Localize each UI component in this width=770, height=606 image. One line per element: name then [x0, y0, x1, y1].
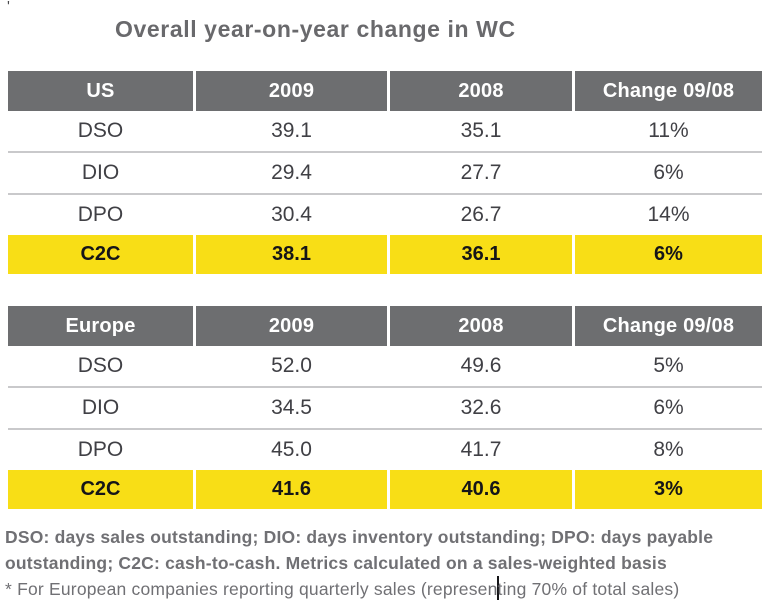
change-cell: 3%	[575, 470, 762, 509]
value-2008-cell: 26.7	[460, 203, 502, 226]
header-cell-2009: 2009	[196, 306, 387, 346]
value-2008-cell: 35.1	[460, 119, 502, 142]
stray-mark: '	[7, 0, 10, 15]
metric-cell: DIO	[81, 161, 120, 184]
footnotes-block: DSO: days sales outstanding; DIO: days i…	[5, 524, 767, 602]
us-table-header: US 2009 2008 Change 09/08	[8, 71, 762, 111]
metric-cell: C2C	[8, 235, 193, 274]
table-row-dso: DSO 52.0 49.6 5%	[8, 346, 762, 386]
table-row-dso: DSO 39.1 35.1 11%	[8, 111, 762, 151]
change-cell: 5%	[653, 354, 684, 377]
change-cell: 6%	[575, 235, 762, 274]
europe-table-header: Europe 2009 2008 Change 09/08	[8, 306, 762, 346]
value-2008-cell: 49.6	[460, 354, 502, 377]
value-2008-cell: 27.7	[460, 161, 502, 184]
header-cell-2008: 2008	[390, 306, 572, 346]
value-2009-cell: 34.5	[271, 396, 312, 419]
value-2008-cell: 36.1	[390, 235, 572, 274]
value-2008-cell: 41.7	[460, 438, 502, 461]
header-cell-region: US	[8, 71, 193, 111]
change-cell: 14%	[647, 203, 690, 226]
change-cell: 8%	[653, 438, 684, 461]
change-cell: 11%	[648, 119, 689, 142]
table-row-dio: DIO 29.4 27.7 6%	[8, 151, 762, 193]
value-2009-cell: 30.4	[271, 203, 312, 226]
metric-cell: C2C	[8, 470, 193, 509]
footnote-definitions-line2: outstanding; C2C: cash-to-cash. Metrics …	[5, 553, 667, 573]
us-table: US 2009 2008 Change 09/08 DSO 39.1 35.1 …	[8, 71, 762, 274]
value-2009-cell: 39.1	[271, 119, 312, 142]
metric-cell: DPO	[77, 203, 124, 226]
value-2009-cell: 41.6	[196, 470, 387, 509]
footnote-asterisk-line[interactable]: * For European companies reporting quart…	[5, 576, 767, 602]
metric-cell: DPO	[77, 438, 124, 461]
value-2009-cell: 45.0	[271, 438, 312, 461]
metric-cell: DSO	[77, 354, 124, 377]
value-2009-cell: 29.4	[271, 161, 312, 184]
value-2008-cell: 40.6	[390, 470, 572, 509]
metric-cell: DSO	[77, 119, 124, 142]
page-title: Overall year-on-year change in WC	[115, 16, 516, 42]
header-cell-change: Change 09/08	[575, 71, 762, 111]
change-cell: 6%	[653, 161, 684, 184]
metric-cell: DIO	[81, 396, 120, 419]
header-cell-2008: 2008	[390, 71, 572, 111]
footnote-text-after-caret: ting 70% of total sales)	[497, 579, 680, 599]
value-2009-cell: 52.0	[271, 354, 312, 377]
header-cell-2009: 2009	[196, 71, 387, 111]
value-2008-cell: 32.6	[460, 396, 502, 419]
change-cell: 6%	[653, 396, 684, 419]
header-cell-change: Change 09/08	[575, 306, 762, 346]
value-2009-cell: 38.1	[196, 235, 387, 274]
table-row-dpo: DPO 45.0 41.7 8%	[8, 428, 762, 470]
footnote-text-before-caret: * For European companies reporting quart…	[5, 579, 498, 599]
table-row-dpo: DPO 30.4 26.7 14%	[8, 193, 762, 235]
text-caret	[496, 576, 499, 600]
table-row-c2c-highlighted: C2C 41.6 40.6 3%	[8, 470, 762, 509]
footnote-definitions-line1: DSO: days sales outstanding; DIO: days i…	[5, 527, 714, 547]
table-row-c2c-highlighted: C2C 38.1 36.1 6%	[8, 235, 762, 274]
header-cell-region: Europe	[8, 306, 193, 346]
europe-table: Europe 2009 2008 Change 09/08 DSO 52.0 4…	[8, 306, 762, 509]
table-row-dio: DIO 34.5 32.6 6%	[8, 386, 762, 428]
